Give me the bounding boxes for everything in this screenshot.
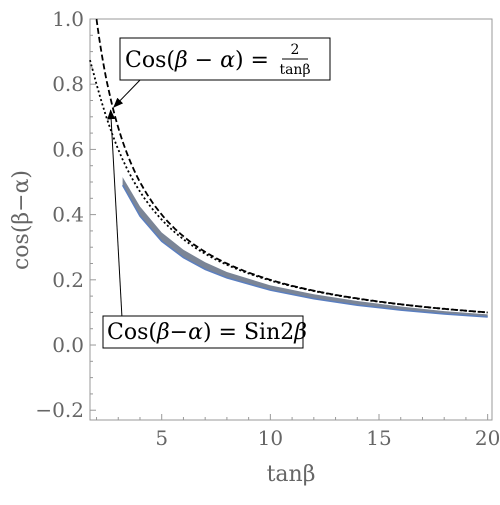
x-tick-label: 20 <box>475 426 500 450</box>
y-tick-label: 0.8 <box>52 72 84 96</box>
y-tick-label: 0.2 <box>52 268 84 292</box>
y-axis-title: cos(β−α) <box>9 170 34 270</box>
y-tick-label: 0.4 <box>52 203 84 227</box>
arrow-to-dashed-curve <box>113 77 143 108</box>
curve-layer <box>89 18 488 314</box>
annotation-dotted-label: Cos(β−α) = Sin2β <box>107 320 307 345</box>
annotation-box-dotted <box>102 315 304 349</box>
band-layer <box>121 177 488 318</box>
arrow-to-dotted-curve <box>107 109 123 319</box>
series-dotted-curve <box>89 59 488 314</box>
y-tick-label: 0.6 <box>52 137 84 161</box>
x-axis-title: tanβ <box>267 462 316 487</box>
annotation-dashed-denominator: tanβ <box>279 62 310 78</box>
plot-frame <box>89 18 493 421</box>
annotation-dashed-label: Cos(β − α) = <box>125 48 269 73</box>
series-band <box>122 177 488 317</box>
x-tick-label: 10 <box>258 426 283 450</box>
tick-layer: 5 10 15 20 −0.2 0.0 0.2 0.4 0.6 0.8 1.0 <box>35 7 500 450</box>
series-band-lower-edge <box>121 184 488 318</box>
annotation-dashed-numerator: 2 <box>291 42 300 58</box>
y-tick-label: −0.2 <box>35 398 84 422</box>
x-tick-label: 5 <box>155 426 168 450</box>
y-tick-label: 1.0 <box>52 7 84 31</box>
annotation-layer: Cos(β − α) = 2 tanβ Cos(β−α) = Sin2β <box>102 37 331 349</box>
x-tick-label: 15 <box>366 426 391 450</box>
y-tick-label: 0.0 <box>52 333 84 357</box>
